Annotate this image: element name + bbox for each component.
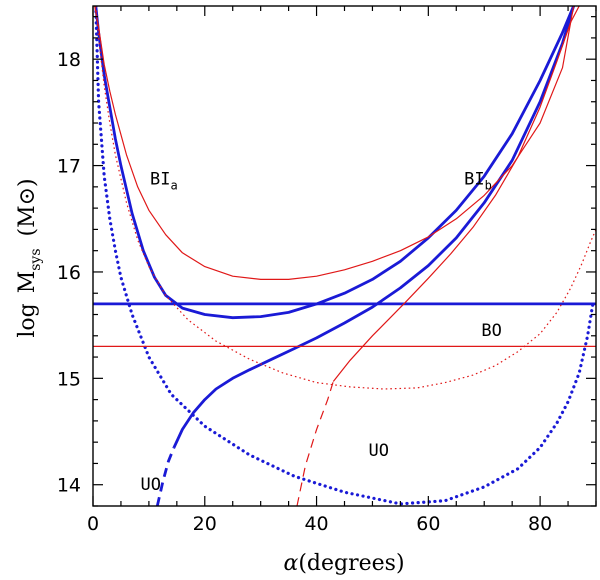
y-tick-label: 18	[57, 49, 81, 71]
annotation-bo: BO	[481, 321, 501, 341]
annotation-main: BI	[464, 170, 484, 190]
annotation-main: UO	[369, 441, 389, 461]
x-tick-label: 80	[528, 513, 552, 535]
y-axis-sub: sys	[28, 248, 44, 270]
series-red-UO	[95, 6, 596, 390]
x-tick-label: 0	[87, 513, 99, 535]
x-tick-label: 20	[193, 513, 217, 535]
series-layer	[93, 6, 596, 506]
series-blue-BIb	[172, 6, 575, 449]
ticks-layer: 0 20 40 60 80 14 15 16 17 18	[57, 6, 597, 535]
plot-frame	[92, 5, 597, 507]
y-axis-unit: (M⊙)	[15, 178, 40, 236]
annotation-bia: BIa	[150, 170, 178, 193]
x-tick-label: 40	[304, 513, 328, 535]
annotation-main: UO	[141, 475, 161, 495]
y-tick-label: 15	[57, 368, 81, 390]
series-blue-UO	[94, 6, 595, 506]
y-tick-label: 17	[57, 156, 81, 178]
x-axis-symbol: α	[283, 551, 298, 576]
annotation-sub: b	[485, 179, 492, 193]
annotation-uo-blue: UO	[141, 475, 161, 495]
annotation-main: BI	[150, 170, 170, 190]
series-red-BIb	[332, 6, 580, 382]
annotation-uo-red: UO	[369, 441, 389, 461]
y-axis-main: M	[15, 271, 40, 294]
x-tick-label: 60	[416, 513, 440, 535]
y-tick-label: 14	[57, 475, 81, 497]
y-axis-prefix: log	[15, 303, 40, 337]
annotation-bib: BIb	[464, 170, 492, 193]
series-blue-BIa	[94, 6, 575, 320]
series-blue-BIb-dashed	[155, 446, 176, 506]
y-tick-label: 16	[57, 262, 81, 284]
series-red-BIb-dashed	[296, 381, 334, 506]
annotation-sub: a	[170, 179, 177, 193]
y-axis-label: log Msys (M⊙)	[15, 178, 44, 337]
series-red-BIa	[94, 6, 575, 280]
annotation-main: BO	[481, 321, 501, 341]
x-axis-text: (degrees)	[298, 551, 404, 576]
x-axis-label: α(degrees)	[283, 551, 404, 576]
